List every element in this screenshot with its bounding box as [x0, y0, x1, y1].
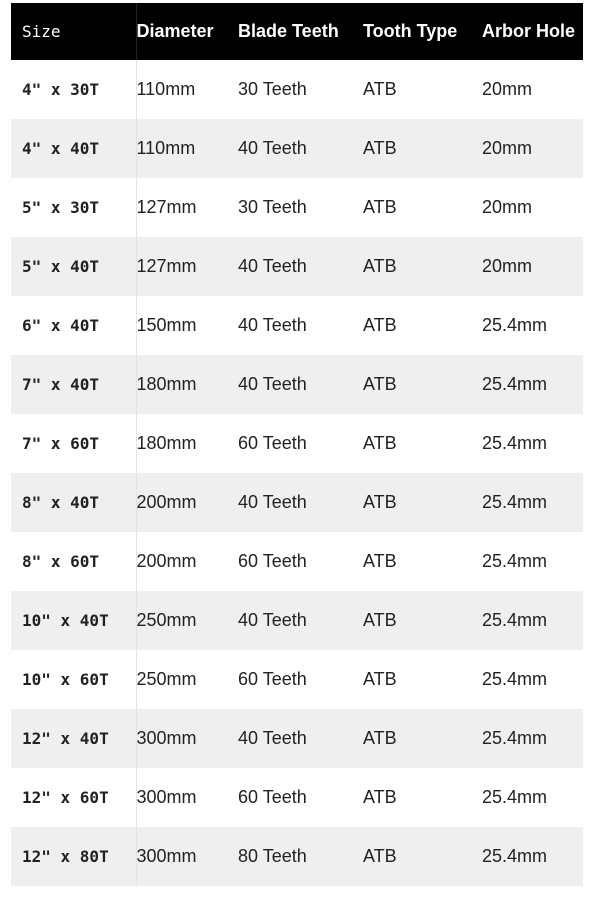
cell-arbor-hole: 20mm [482, 119, 583, 178]
cell-tooth-type: ATB [363, 827, 482, 886]
cell-blade-teeth: 30 Teeth [238, 79, 307, 99]
cell-blade-teeth: 40 Teeth [238, 709, 363, 768]
cell-diameter: 127mm [136, 197, 197, 217]
table-row: 10" x 60T 250mm 60 Teeth ATB 25.4mm [11, 650, 583, 709]
cell-diameter: 200mm [136, 473, 238, 532]
table-row: 8" x 40T 200mm 40 Teeth ATB 25.4mm [11, 473, 583, 532]
cell-tooth-type: ATB [363, 433, 397, 453]
cell-blade-teeth: 30 Teeth [238, 197, 307, 217]
cell-blade-teeth: 60 Teeth [238, 551, 307, 571]
cell-diameter: 110mm [136, 119, 238, 178]
cell-size: 10" x 60T [11, 650, 137, 709]
table-row: 5" x 30T 127mm 30 Teeth ATB 20mm [11, 178, 583, 237]
cell-tooth-type: ATB [363, 591, 482, 650]
cell-blade-teeth: 40 Teeth [238, 591, 363, 650]
cell-tooth-type: ATB [363, 315, 397, 335]
table-row: 6" x 40T 150mm 40 Teeth ATB 25.4mm [11, 296, 583, 355]
cell-tooth-type: ATB [363, 197, 397, 217]
cell-tooth-type: ATB [363, 79, 397, 99]
cell-diameter: 300mm [136, 827, 238, 886]
cell-arbor-hole: 20mm [482, 79, 533, 99]
cell-tooth-type: ATB [363, 551, 397, 571]
cell-diameter: 127mm [136, 237, 238, 296]
cell-arbor-hole: 25.4mm [482, 433, 548, 453]
cell-diameter: 180mm [136, 433, 197, 453]
blade-spec-table: Size Diameter Blade Teeth Tooth Type Arbor H… [11, 3, 583, 886]
cell-size: 6" x 40T [11, 296, 137, 355]
cell-arbor-hole: 25.4mm [482, 669, 548, 689]
cell-size: 12" x 80T [11, 827, 137, 886]
cell-arbor-hole: 20mm [482, 197, 533, 217]
cell-blade-teeth: 60 Teeth [238, 433, 307, 453]
cell-arbor-hole: 25.4mm [482, 315, 548, 335]
cell-blade-teeth: 40 Teeth [238, 315, 307, 335]
table-row: 10" x 40T 250mm 40 Teeth ATB 25.4mm [11, 591, 583, 650]
cell-arbor-hole: 25.4mm [482, 591, 583, 650]
cell-size: 12" x 60T [11, 768, 137, 827]
table-row: 4" x 30T 110mm 30 Teeth ATB 20mm [11, 60, 583, 119]
table-row: 12" x 40T 300mm 40 Teeth ATB 25.4mm [11, 709, 583, 768]
table-row: 4" x 40T 110mm 40 Teeth ATB 20mm [11, 119, 583, 178]
cell-arbor-hole: 25.4mm [482, 787, 548, 807]
cell-size: 7" x 60T [11, 414, 137, 473]
cell-blade-teeth: 40 Teeth [238, 355, 363, 414]
table-row: 8" x 60T 200mm 60 Teeth ATB 25.4mm [11, 532, 583, 591]
cell-diameter: 200mm [136, 551, 197, 571]
header-blade-teeth: Blade Teeth [238, 3, 363, 60]
header-diameter: Diameter [136, 3, 238, 60]
cell-size: 8" x 60T [11, 532, 137, 591]
cell-tooth-type: ATB [363, 709, 482, 768]
cell-diameter: 110mm [136, 79, 196, 99]
table-row: 7" x 60T 180mm 60 Teeth ATB 25.4mm [11, 414, 583, 473]
cell-size: 8" x 40T [11, 473, 137, 532]
header-size: Size [11, 3, 137, 60]
cell-arbor-hole: 25.4mm [482, 709, 583, 768]
cell-size: 12" x 40T [11, 709, 137, 768]
cell-diameter: 250mm [136, 591, 238, 650]
cell-diameter: 300mm [136, 709, 238, 768]
cell-blade-teeth: 40 Teeth [238, 119, 363, 178]
cell-size: 4" x 30T [11, 60, 137, 119]
header-tooth-type: Tooth Type [363, 3, 482, 60]
cell-tooth-type: ATB [363, 787, 397, 807]
cell-blade-teeth: 80 Teeth [238, 827, 363, 886]
cell-size: 10" x 40T [11, 591, 137, 650]
cell-arbor-hole: 25.4mm [482, 355, 583, 414]
cell-blade-teeth: 60 Teeth [238, 787, 307, 807]
header-row: Size Diameter Blade Teeth Tooth Type Arbor H… [11, 3, 583, 60]
cell-size: 4" x 40T [11, 119, 137, 178]
table-row: 12" x 80T 300mm 80 Teeth ATB 25.4mm [11, 827, 583, 886]
cell-diameter: 180mm [136, 355, 238, 414]
header-arbor-hole: Arbor Hole [482, 3, 583, 60]
cell-tooth-type: ATB [363, 119, 482, 178]
cell-tooth-type: ATB [363, 473, 482, 532]
cell-arbor-hole: 25.4mm [482, 551, 548, 571]
cell-diameter: 300mm [136, 787, 197, 807]
table-row: 5" x 40T 127mm 40 Teeth ATB 20mm [11, 237, 583, 296]
spec-table-container: Size Diameter Blade Teeth Tooth Type Arbor H… [11, 3, 583, 886]
cell-diameter: 150mm [136, 315, 197, 335]
cell-size: 5" x 40T [11, 237, 137, 296]
cell-diameter: 250mm [136, 669, 197, 689]
table-row: 12" x 60T 300mm 60 Teeth ATB 25.4mm [11, 768, 583, 827]
cell-arbor-hole: 25.4mm [482, 473, 583, 532]
cell-tooth-type: ATB [363, 355, 482, 414]
cell-blade-teeth: 40 Teeth [238, 473, 363, 532]
cell-tooth-type: ATB [363, 237, 482, 296]
cell-size: 5" x 30T [11, 178, 137, 237]
cell-size: 7" x 40T [11, 355, 137, 414]
cell-arbor-hole: 20mm [482, 237, 583, 296]
cell-arbor-hole: 25.4mm [482, 827, 583, 886]
table-row: 7" x 40T 180mm 40 Teeth ATB 25.4mm [11, 355, 583, 414]
cell-blade-teeth: 60 Teeth [238, 669, 307, 689]
cell-blade-teeth: 40 Teeth [238, 237, 363, 296]
cell-tooth-type: ATB [363, 669, 397, 689]
